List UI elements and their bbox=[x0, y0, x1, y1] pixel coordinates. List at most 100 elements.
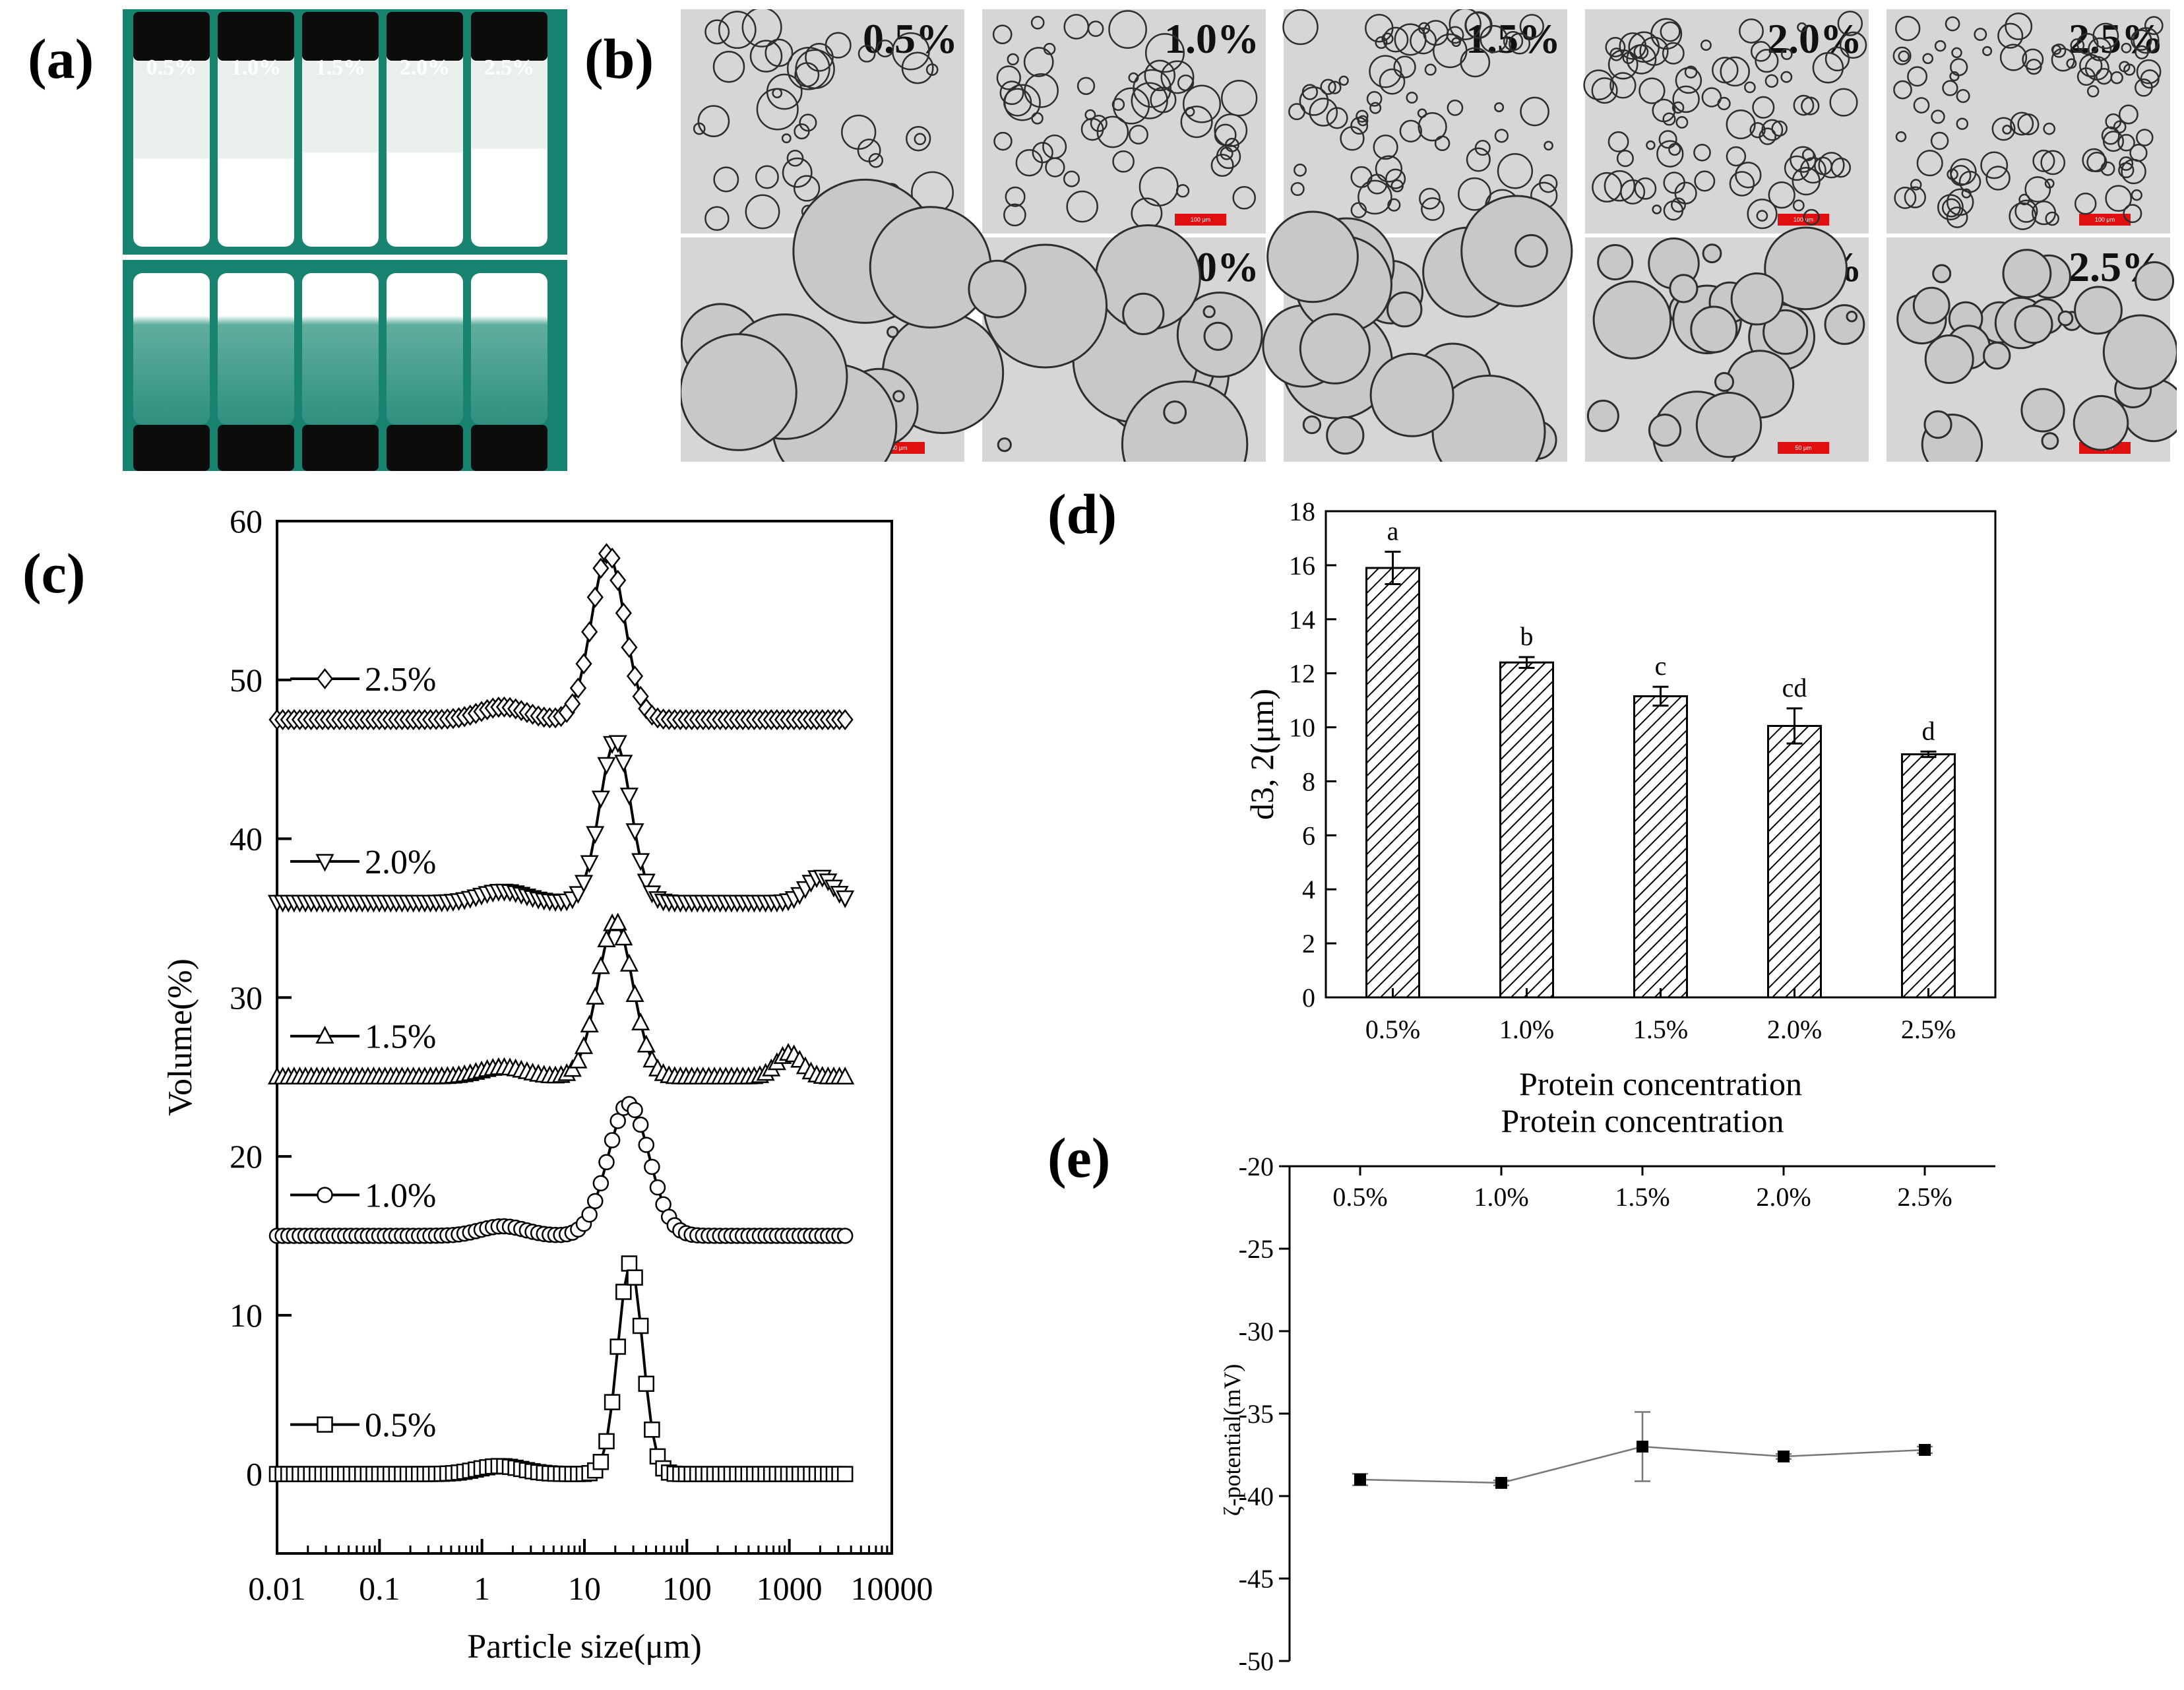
droplet bbox=[1175, 184, 1190, 198]
droplet bbox=[741, 9, 782, 47]
data-point bbox=[644, 1158, 660, 1175]
droplet bbox=[1357, 179, 1392, 215]
droplet bbox=[1328, 80, 1342, 94]
droplet bbox=[693, 122, 706, 135]
x-tick-label: 2.5% bbox=[1897, 1182, 1952, 1212]
droplet bbox=[781, 133, 792, 144]
legend-label: 2.0% bbox=[365, 844, 436, 881]
droplet bbox=[1583, 69, 1615, 101]
droplet bbox=[1946, 206, 1968, 228]
droplet bbox=[745, 194, 780, 230]
droplet bbox=[1373, 135, 1398, 160]
data-point bbox=[574, 875, 594, 893]
droplet bbox=[2121, 42, 2132, 53]
x-tick-label: 1.5% bbox=[1633, 1015, 1688, 1044]
droplet bbox=[2010, 111, 2034, 136]
data-point bbox=[621, 1255, 638, 1272]
x-tick-label: 2.5% bbox=[1901, 1015, 1956, 1044]
droplet bbox=[1221, 80, 1258, 117]
droplet bbox=[1290, 181, 1305, 197]
droplet bbox=[1837, 11, 1863, 36]
y-tick-label: -20 bbox=[1239, 1152, 1274, 1181]
droplet bbox=[1634, 177, 1657, 200]
droplet bbox=[2100, 161, 2115, 176]
micrograph-label: 1.5% bbox=[1466, 15, 1561, 62]
y-tick-label: 40 bbox=[230, 821, 263, 858]
droplet bbox=[2070, 38, 2085, 53]
droplet bbox=[1458, 177, 1491, 211]
y-tick-label: 30 bbox=[230, 979, 263, 1016]
data-point bbox=[592, 557, 609, 579]
y-tick-label: 0 bbox=[246, 1456, 263, 1493]
droplet bbox=[1410, 27, 1437, 55]
droplet bbox=[1937, 194, 1964, 221]
x-tick-label: 2.0% bbox=[1756, 1182, 1811, 1212]
data-point bbox=[317, 1187, 333, 1203]
x-tick-label: 1.0% bbox=[1474, 1182, 1528, 1212]
droplet bbox=[2088, 37, 2112, 61]
droplet bbox=[2135, 78, 2153, 97]
droplet bbox=[1652, 98, 1676, 123]
droplet bbox=[1607, 131, 1629, 152]
droplet bbox=[2113, 120, 2127, 134]
droplet bbox=[1780, 48, 1793, 60]
data-point bbox=[586, 986, 605, 1005]
droplet bbox=[1375, 36, 1388, 49]
droplet bbox=[1024, 73, 1059, 108]
droplet bbox=[1111, 98, 1125, 111]
x-tick-label: 100 bbox=[662, 1570, 712, 1607]
droplet bbox=[1005, 186, 1026, 207]
droplet bbox=[1385, 168, 1406, 189]
droplet bbox=[2002, 125, 2012, 135]
data-point bbox=[644, 1422, 660, 1438]
data-point bbox=[597, 929, 616, 948]
data-point bbox=[581, 621, 598, 642]
droplet bbox=[1690, 305, 1738, 354]
droplet bbox=[1015, 148, 1044, 177]
droplet bbox=[2020, 388, 2065, 433]
y-tick-label: -30 bbox=[1239, 1317, 1274, 1346]
significance-letter: a bbox=[1387, 516, 1399, 546]
droplet bbox=[1288, 103, 1305, 121]
droplet bbox=[2131, 29, 2152, 51]
droplet bbox=[1387, 291, 1423, 328]
vial-label: 0.5% bbox=[146, 55, 197, 80]
droplet bbox=[1604, 170, 1636, 202]
data-point bbox=[637, 873, 656, 892]
droplet bbox=[697, 105, 730, 137]
droplet bbox=[1668, 142, 1681, 156]
droplet bbox=[2041, 432, 2059, 450]
droplet bbox=[749, 40, 783, 73]
data-point bbox=[614, 755, 633, 773]
droplet bbox=[1726, 110, 1756, 140]
droplet bbox=[1424, 63, 1437, 76]
droplet bbox=[914, 133, 927, 146]
droplet bbox=[1735, 162, 1762, 189]
vial-label: 1.5% bbox=[315, 55, 366, 80]
droplet bbox=[1326, 416, 1365, 455]
data-point bbox=[632, 1116, 649, 1133]
droplet bbox=[1494, 102, 1505, 113]
droplet bbox=[1712, 56, 1739, 84]
droplet bbox=[1694, 170, 1716, 192]
significance-letter: cd bbox=[1782, 673, 1807, 703]
droplet bbox=[1605, 37, 1626, 57]
droplet bbox=[1460, 47, 1491, 78]
data-point bbox=[627, 1269, 643, 1286]
data-point bbox=[621, 637, 638, 658]
droplet bbox=[2123, 204, 2142, 224]
droplet bbox=[1674, 181, 1697, 204]
droplet bbox=[1383, 26, 1409, 53]
droplet bbox=[1985, 166, 2011, 191]
droplet bbox=[1702, 243, 1722, 264]
data-point bbox=[836, 1066, 855, 1084]
droplet bbox=[1399, 119, 1422, 142]
droplet bbox=[2110, 71, 2123, 84]
droplet bbox=[1942, 80, 1958, 96]
droplet bbox=[1628, 31, 1660, 63]
droplet bbox=[1839, 31, 1867, 59]
droplet bbox=[1893, 80, 1912, 100]
droplet bbox=[1982, 46, 1993, 56]
droplet bbox=[1950, 164, 1972, 187]
data-point bbox=[1919, 1444, 1931, 1456]
